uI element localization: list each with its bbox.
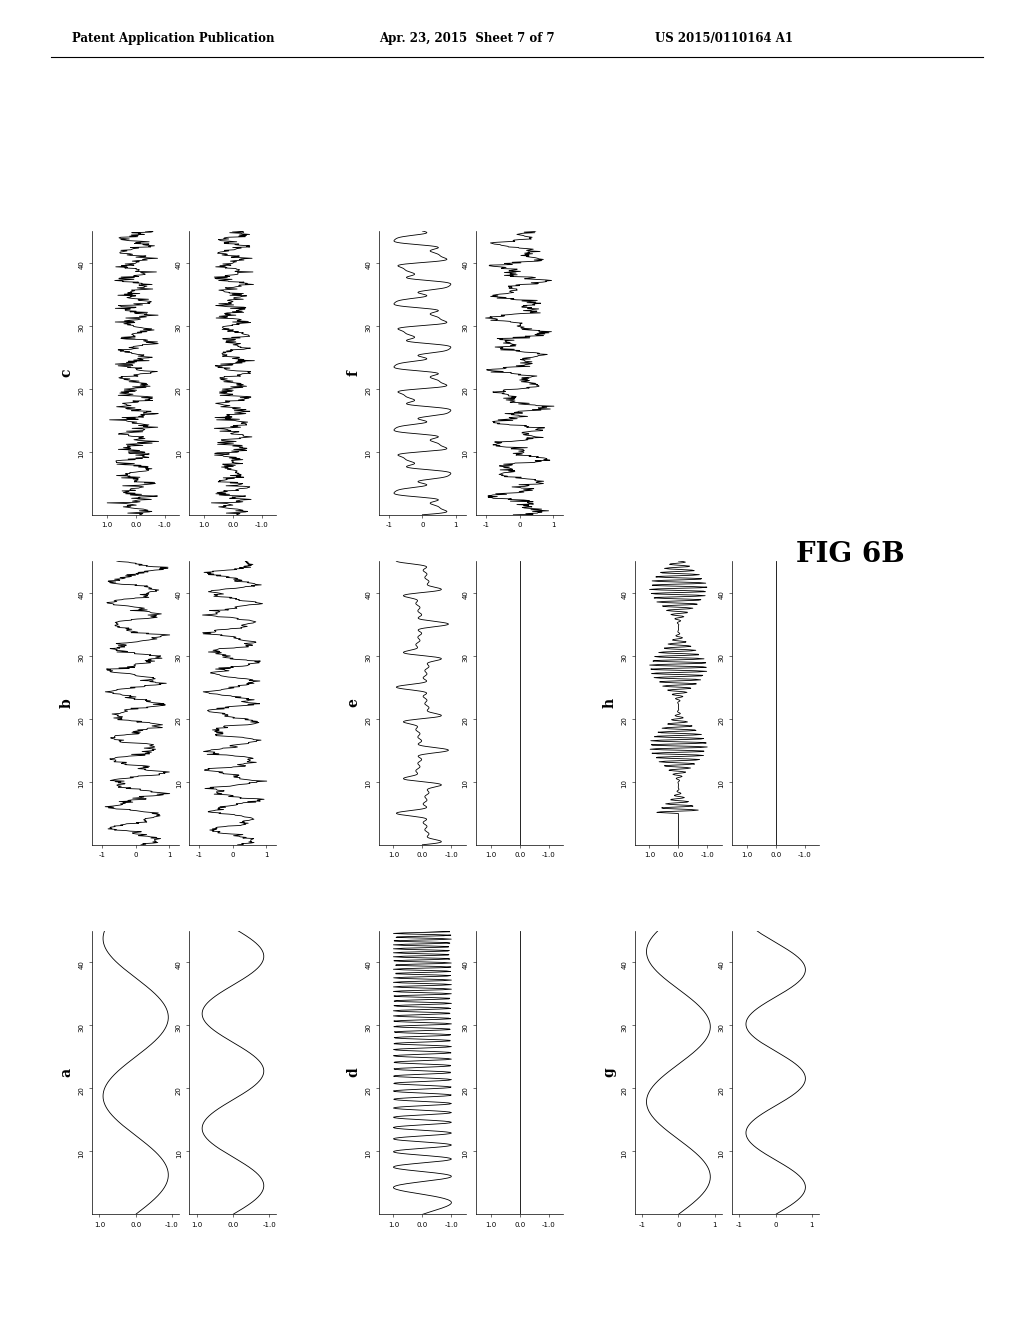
Text: Patent Application Publication: Patent Application Publication xyxy=(72,32,274,45)
Text: c: c xyxy=(59,368,74,378)
Text: a: a xyxy=(59,1068,74,1077)
Text: FIG 6B: FIG 6B xyxy=(796,541,904,568)
Text: f: f xyxy=(346,370,360,376)
Text: h: h xyxy=(602,698,616,708)
Text: US 2015/0110164 A1: US 2015/0110164 A1 xyxy=(655,32,794,45)
Text: d: d xyxy=(346,1068,360,1077)
Text: Apr. 23, 2015  Sheet 7 of 7: Apr. 23, 2015 Sheet 7 of 7 xyxy=(379,32,555,45)
Text: e: e xyxy=(346,698,360,708)
Text: g: g xyxy=(602,1068,616,1077)
Text: b: b xyxy=(59,698,74,708)
